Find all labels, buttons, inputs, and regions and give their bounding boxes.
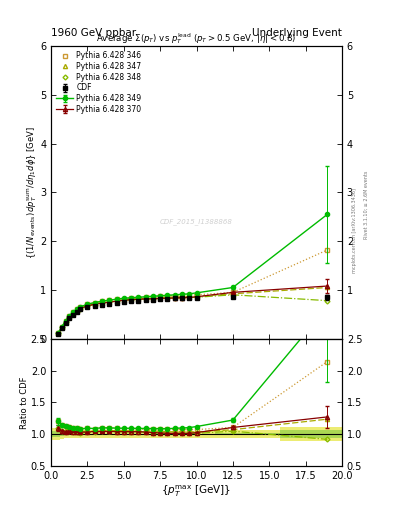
Pythia 6.428 347 bbox=[60, 325, 64, 331]
Pythia 6.428 346 bbox=[121, 295, 126, 302]
Title: Average $\Sigma(p_T)$ vs $p_T^{\rm lead}$ ($p_T > 0.5$ GeV, $|\eta| < 0.8$): Average $\Sigma(p_T)$ vs $p_T^{\rm lead}… bbox=[96, 31, 297, 46]
Pythia 6.428 348 bbox=[231, 292, 235, 298]
Pythia 6.428 347 bbox=[114, 297, 119, 304]
Pythia 6.428 348 bbox=[78, 306, 83, 312]
Pythia 6.428 348 bbox=[107, 299, 112, 305]
Pythia 6.428 347 bbox=[325, 285, 330, 291]
Y-axis label: Ratio to CDF: Ratio to CDF bbox=[20, 376, 29, 429]
Pythia 6.428 348 bbox=[180, 295, 184, 301]
Pythia 6.428 347 bbox=[92, 301, 97, 307]
Pythia 6.428 348 bbox=[325, 297, 330, 304]
Line: Pythia 6.428 347: Pythia 6.428 347 bbox=[56, 285, 329, 335]
Pythia 6.428 348 bbox=[194, 294, 199, 301]
Pythia 6.428 347 bbox=[129, 296, 134, 302]
Pythia 6.428 347 bbox=[187, 293, 192, 300]
Pythia 6.428 348 bbox=[158, 295, 163, 302]
Pythia 6.428 348 bbox=[74, 308, 79, 314]
Pythia 6.428 347 bbox=[74, 307, 79, 313]
Pythia 6.428 348 bbox=[129, 296, 134, 303]
Pythia 6.428 346 bbox=[74, 306, 79, 312]
Pythia 6.428 346 bbox=[231, 289, 235, 295]
Text: Underlying Event: Underlying Event bbox=[252, 28, 342, 38]
Pythia 6.428 346 bbox=[158, 293, 163, 300]
Pythia 6.428 346 bbox=[85, 301, 90, 307]
Pythia 6.428 348 bbox=[92, 302, 97, 308]
Pythia 6.428 346 bbox=[173, 292, 177, 298]
Pythia 6.428 347 bbox=[56, 330, 61, 336]
Pythia 6.428 346 bbox=[187, 292, 192, 298]
Pythia 6.428 347 bbox=[71, 310, 75, 316]
Pythia 6.428 348 bbox=[63, 319, 68, 325]
Pythia 6.428 347 bbox=[165, 294, 170, 301]
Pythia 6.428 348 bbox=[67, 314, 72, 321]
Pythia 6.428 347 bbox=[231, 291, 235, 297]
Pythia 6.428 347 bbox=[158, 294, 163, 301]
Pythia 6.428 346 bbox=[151, 294, 155, 300]
Pythia 6.428 348 bbox=[187, 294, 192, 301]
Text: mcplots.cern.ch [arXiv:1306.3436]: mcplots.cern.ch [arXiv:1306.3436] bbox=[352, 188, 357, 273]
Pythia 6.428 346 bbox=[165, 293, 170, 299]
Pythia 6.428 346 bbox=[100, 298, 105, 304]
Pythia 6.428 348 bbox=[151, 295, 155, 302]
Pythia 6.428 346 bbox=[136, 295, 141, 301]
Pythia 6.428 347 bbox=[107, 298, 112, 305]
Legend: Pythia 6.428 346, Pythia 6.428 347, Pythia 6.428 348, CDF, Pythia 6.428 349, Pyt: Pythia 6.428 346, Pythia 6.428 347, Pyth… bbox=[55, 50, 143, 115]
Pythia 6.428 346 bbox=[114, 296, 119, 302]
Pythia 6.428 346 bbox=[107, 297, 112, 303]
Pythia 6.428 347 bbox=[173, 294, 177, 300]
Pythia 6.428 348 bbox=[114, 298, 119, 304]
X-axis label: $\{p_T^{\rm max}\ [{\rm GeV}]\}$: $\{p_T^{\rm max}\ [{\rm GeV}]\}$ bbox=[162, 483, 231, 499]
Text: CDF_2015_I1388868: CDF_2015_I1388868 bbox=[160, 218, 233, 225]
Pythia 6.428 348 bbox=[143, 296, 148, 302]
Pythia 6.428 346 bbox=[143, 294, 148, 301]
Pythia 6.428 348 bbox=[71, 311, 75, 317]
Pythia 6.428 347 bbox=[180, 294, 184, 300]
Pythia 6.428 348 bbox=[85, 303, 90, 309]
Text: 1960 GeV ppbar: 1960 GeV ppbar bbox=[51, 28, 136, 38]
Pythia 6.428 348 bbox=[165, 295, 170, 301]
Pythia 6.428 346 bbox=[92, 300, 97, 306]
Pythia 6.428 347 bbox=[67, 314, 72, 320]
Pythia 6.428 347 bbox=[151, 295, 155, 301]
Pythia 6.428 346 bbox=[67, 313, 72, 319]
Pythia 6.428 346 bbox=[63, 317, 68, 324]
Pythia 6.428 346 bbox=[71, 309, 75, 315]
Pythia 6.428 348 bbox=[56, 330, 61, 336]
Pythia 6.428 347 bbox=[121, 296, 126, 303]
Pythia 6.428 347 bbox=[136, 295, 141, 302]
Pythia 6.428 347 bbox=[85, 303, 90, 309]
Line: Pythia 6.428 346: Pythia 6.428 346 bbox=[56, 248, 329, 335]
Pythia 6.428 347 bbox=[100, 300, 105, 306]
Y-axis label: $\{(1/N_{\rm events})\, dp_T^{\rm sum}/d\eta_1 d\phi\}$ [GeV]: $\{(1/N_{\rm events})\, dp_T^{\rm sum}/d… bbox=[25, 126, 39, 259]
Pythia 6.428 346 bbox=[129, 295, 134, 301]
Pythia 6.428 346 bbox=[60, 324, 64, 330]
Text: Rivet 3.1.10; ≥ 2.6M events: Rivet 3.1.10; ≥ 2.6M events bbox=[364, 170, 369, 239]
Pythia 6.428 348 bbox=[121, 297, 126, 303]
Pythia 6.428 348 bbox=[136, 296, 141, 302]
Pythia 6.428 346 bbox=[194, 292, 199, 298]
Pythia 6.428 347 bbox=[63, 318, 68, 325]
Pythia 6.428 347 bbox=[78, 305, 83, 311]
Pythia 6.428 346 bbox=[180, 292, 184, 298]
Pythia 6.428 347 bbox=[194, 293, 199, 300]
Pythia 6.428 346 bbox=[78, 304, 83, 310]
Pythia 6.428 348 bbox=[100, 300, 105, 306]
Line: Pythia 6.428 348: Pythia 6.428 348 bbox=[57, 293, 329, 335]
Pythia 6.428 348 bbox=[60, 325, 64, 331]
Pythia 6.428 346 bbox=[325, 247, 330, 253]
Pythia 6.428 347 bbox=[143, 295, 148, 301]
Pythia 6.428 348 bbox=[173, 295, 177, 301]
Pythia 6.428 346 bbox=[56, 330, 61, 336]
